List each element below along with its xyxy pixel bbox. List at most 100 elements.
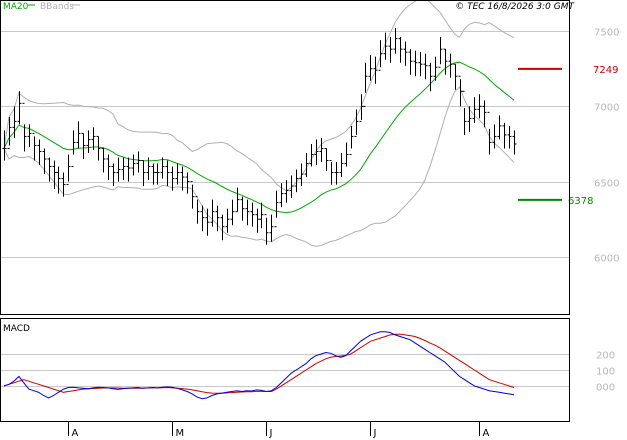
- ohlc-bar: [492, 124, 497, 149]
- macd-tick-label: 000: [596, 383, 615, 394]
- ohlc-bar: [289, 175, 294, 199]
- ohlc-bars: [2, 28, 517, 245]
- ohlc-bar: [7, 116, 12, 149]
- ohlc-bar: [344, 142, 349, 167]
- ohlc-bar: [146, 157, 151, 181]
- x-tick-label: A: [72, 428, 79, 439]
- ohlc-bar: [52, 160, 57, 190]
- ohlc-bar: [477, 94, 482, 119]
- ohlc-bar: [482, 100, 487, 128]
- ohlc-bar: [76, 121, 81, 149]
- ohlc-bar: [180, 166, 185, 191]
- ohlc-bar: [339, 152, 344, 178]
- ohlc-bar: [91, 127, 96, 150]
- ohlc-bar: [373, 56, 378, 84]
- ohlc-bar: [205, 208, 210, 236]
- ohlc-bar: [453, 63, 458, 90]
- ohlc-bar: [378, 40, 383, 71]
- ohlc-bar: [165, 160, 170, 187]
- ohlc-bar: [27, 124, 32, 147]
- ohlc-bar: [512, 130, 517, 155]
- ohlc-bar: [255, 208, 260, 233]
- ohlc-bar: [418, 52, 423, 77]
- ohlc-bar: [433, 56, 438, 81]
- ohlc-bar: [383, 32, 388, 60]
- ohlc-bar: [116, 157, 121, 182]
- ohlc-bar: [225, 208, 230, 233]
- ohlc-bar: [126, 157, 131, 182]
- legend-ma20-label: MA20: [3, 2, 29, 12]
- ohlc-bar: [230, 199, 235, 226]
- ohlc-bar: [22, 102, 27, 152]
- ohlc-bar: [413, 50, 418, 77]
- ohlc-bar: [121, 157, 126, 181]
- ohlc-bar: [314, 139, 319, 166]
- ohlc-bar: [12, 106, 17, 138]
- ohlc-bar: [319, 137, 324, 163]
- ohlc-bar: [151, 163, 156, 185]
- ohlc-bar: [472, 97, 477, 123]
- ohlc-bar: [47, 157, 52, 182]
- ohlc-bar: [334, 162, 339, 185]
- x-tick-label: M: [176, 428, 185, 439]
- ohlc-bar: [359, 94, 364, 122]
- ohlc-bar: [250, 202, 255, 227]
- macd-axis-ticks: 000 100 200: [596, 351, 615, 394]
- ohlc-bar: [101, 147, 106, 173]
- ohlc-bar: [61, 172, 66, 197]
- ohlc-bar: [155, 163, 160, 185]
- bband-upper: [3, 0, 515, 192]
- ohlc-bar: [96, 135, 101, 161]
- ohlc-bar: [185, 172, 190, 194]
- ohlc-bar: [269, 214, 274, 242]
- ohlc-bar: [423, 53, 428, 80]
- bband-lower: [3, 86, 515, 247]
- ohlc-bar: [299, 163, 304, 187]
- ohlc-bar: [106, 154, 111, 181]
- ohlc-bar: [32, 132, 37, 161]
- price-panel-frame: [0, 0, 570, 315]
- ohlc-bar: [329, 160, 334, 185]
- price-tick-label: 6500: [594, 179, 619, 190]
- ohlc-bar: [220, 214, 225, 241]
- ohlc-bar: [259, 202, 264, 229]
- ohlc-bar: [368, 55, 373, 81]
- macd-panel-title: MACD: [3, 324, 30, 334]
- ohlc-bar: [200, 205, 205, 232]
- ohlc-bar: [467, 106, 472, 132]
- ohlc-bar: [240, 196, 245, 221]
- ohlc-bar: [37, 139, 42, 166]
- ohlc-bar: [354, 109, 359, 137]
- ohlc-bar: [245, 199, 250, 226]
- ohlc-bar: [170, 166, 175, 191]
- ohlc-bar: [160, 157, 165, 179]
- ohlc-bar: [264, 214, 269, 245]
- ohlc-bar: [71, 130, 76, 168]
- ohlc-bar: [111, 163, 116, 187]
- ohlc-bar: [42, 148, 47, 175]
- ohlc-bar: [443, 48, 448, 75]
- ohlc-bar: [448, 53, 453, 78]
- ohlc-bar: [304, 152, 309, 178]
- ohlc-bar: [66, 154, 71, 186]
- resistance-label: 7249: [593, 65, 618, 76]
- x-tick-label: J: [269, 428, 273, 439]
- ohlc-bar: [17, 91, 22, 125]
- ohlc-bar: [363, 62, 368, 107]
- macd-grid: [0, 354, 570, 387]
- macd-tick-label: 100: [596, 367, 615, 378]
- price-axis-ticks: 6000 6500 7000 7500: [594, 28, 619, 265]
- ohlc-bar: [175, 163, 180, 185]
- bollinger-bands: [3, 0, 515, 247]
- price-tick-label: 7000: [594, 103, 619, 114]
- ohlc-bar: [86, 130, 91, 153]
- ohlc-bar: [294, 169, 299, 193]
- legend-bbands-label: BBands: [40, 2, 74, 12]
- ohlc-bar: [497, 115, 502, 140]
- ohlc-bar: [309, 143, 314, 167]
- ohlc-bar: [403, 41, 408, 66]
- ma20-line: [3, 61, 515, 214]
- ohlc-bar: [81, 132, 86, 160]
- x-tick-label: J: [373, 428, 377, 439]
